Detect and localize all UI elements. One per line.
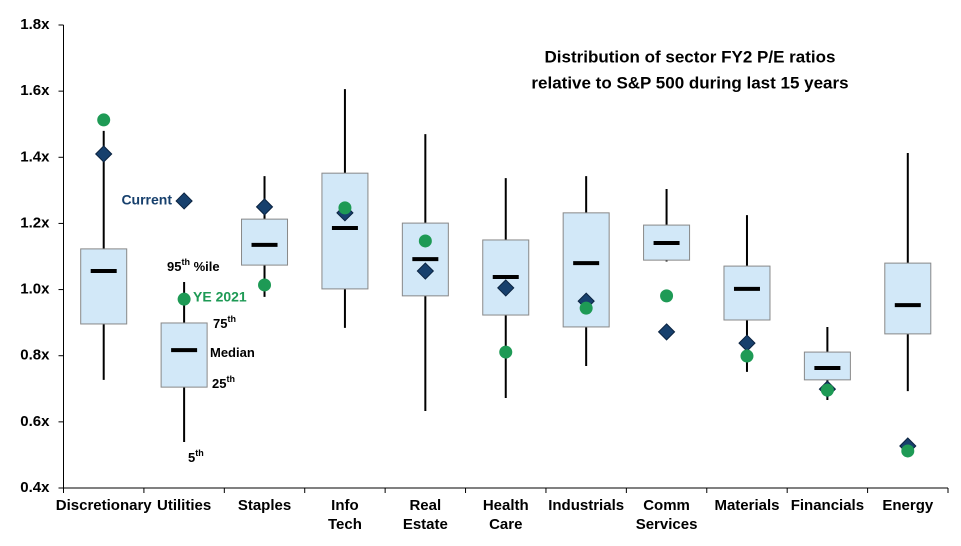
x-tick-label: Discretionary — [55, 497, 152, 514]
chart-title: Distribution of sector FY2 P/E ratios — [545, 47, 836, 66]
box — [241, 218, 289, 266]
ye-marker — [418, 234, 432, 248]
box — [884, 262, 932, 335]
key-label-base: 25 — [212, 376, 226, 391]
ye-marker — [97, 113, 111, 127]
key-label-sup: th — [227, 314, 236, 324]
chart-title: relative to S&P 500 during last 15 years — [531, 73, 848, 92]
x-tick-label: Financials — [790, 497, 865, 514]
ye-marker — [740, 349, 754, 363]
key-label-base: 5 — [188, 450, 195, 465]
y-tick-label: 1.0x — [20, 281, 50, 298]
x-tick-label: Comm Services — [635, 497, 698, 533]
y-tick-label: 0.4x — [20, 479, 50, 496]
ye-marker — [258, 278, 272, 292]
x-tick-label: Industrials — [548, 497, 625, 514]
x-tick-label: Energy — [882, 497, 934, 514]
x-tick-label: Info Tech — [327, 497, 362, 533]
x-tick-label: Health Care — [482, 497, 529, 533]
key-label-base: 95 — [167, 259, 181, 274]
x-tick-label: Staples — [237, 497, 292, 514]
x-tick-label: Utilities — [157, 497, 212, 514]
key-label-base: Median — [210, 345, 255, 360]
current-marker — [175, 192, 193, 210]
key-label-base: 75 — [213, 316, 227, 331]
x-tick-label: Materials — [714, 497, 780, 514]
current-marker — [94, 145, 113, 163]
ye-marker — [338, 201, 352, 215]
box — [80, 248, 128, 325]
current-marker — [416, 262, 435, 280]
y-tick-label: 1.4x — [20, 148, 50, 165]
ye-marker — [499, 345, 513, 359]
current-marker — [255, 198, 274, 216]
box — [723, 265, 771, 321]
key-label-sup: th — [181, 257, 190, 267]
ye-marker — [820, 383, 834, 397]
current-marker — [657, 323, 676, 341]
current-marker — [497, 279, 515, 297]
box — [321, 172, 369, 290]
ye-marker — [901, 444, 915, 458]
y-tick-label: 0.8x — [20, 347, 50, 364]
ye-marker — [660, 289, 674, 303]
series-label: Current — [121, 192, 172, 208]
key-label-sup: th — [195, 448, 204, 458]
current-marker — [738, 334, 756, 352]
ye-marker — [177, 292, 191, 306]
key-label: 75th — [213, 314, 236, 331]
key-label: 5th — [188, 448, 204, 465]
key-label: 25th — [212, 374, 235, 391]
y-tick-label: 1.2x — [20, 214, 50, 231]
y-tick-label: 1.6x — [20, 82, 50, 99]
key-label: 95th %ile — [167, 257, 220, 274]
box — [160, 322, 208, 388]
ye-marker — [579, 301, 593, 315]
y-tick-label: 1.8x — [20, 16, 50, 33]
key-label: Median — [210, 345, 255, 360]
key-label-rest: %ile — [190, 259, 220, 274]
series-label: YE 2021 — [193, 289, 247, 305]
y-tick-label: 0.6x — [20, 413, 50, 430]
key-label-sup: th — [226, 374, 235, 384]
x-tick-label: Real Estate — [402, 497, 448, 533]
